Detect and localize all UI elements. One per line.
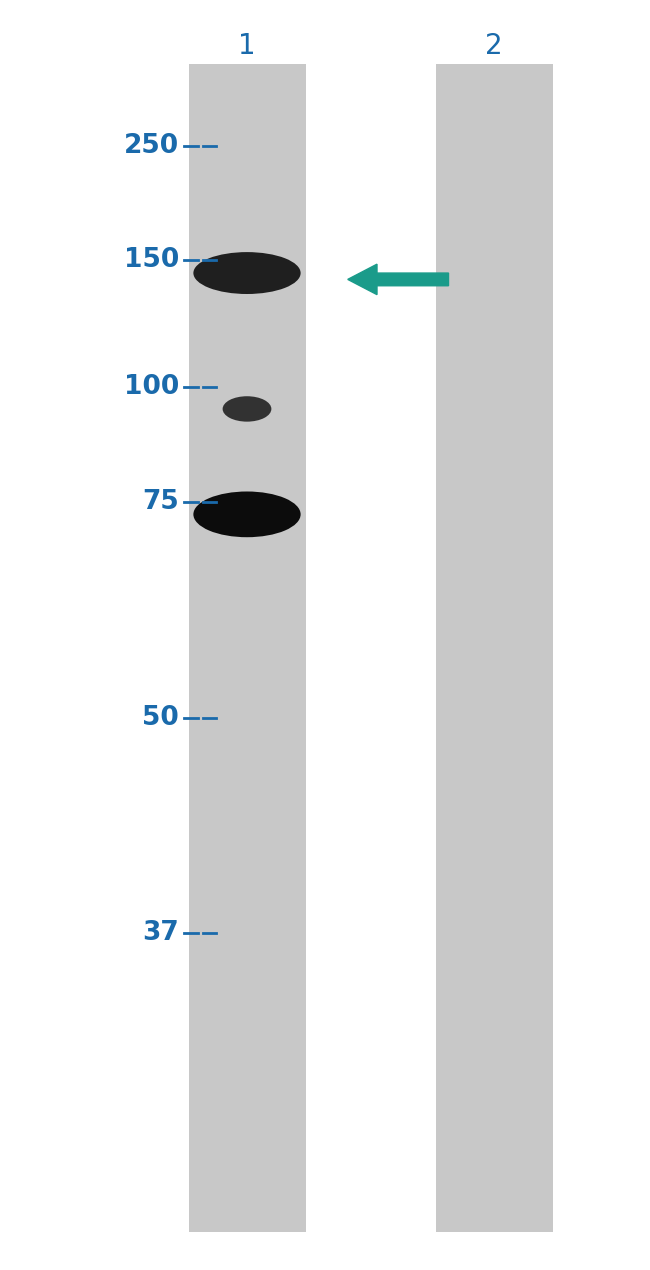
Text: 50: 50 <box>142 705 179 730</box>
Ellipse shape <box>222 396 272 422</box>
Bar <box>436 64 552 1232</box>
Text: 2: 2 <box>485 32 503 60</box>
Text: 150: 150 <box>124 248 179 273</box>
Text: 100: 100 <box>124 375 179 400</box>
Bar <box>188 64 306 1232</box>
Text: 75: 75 <box>142 489 179 514</box>
Text: 1: 1 <box>238 32 256 60</box>
FancyArrow shape <box>348 264 448 295</box>
Text: 37: 37 <box>142 921 179 946</box>
Text: 250: 250 <box>124 133 179 159</box>
Ellipse shape <box>194 491 300 537</box>
Ellipse shape <box>194 251 300 295</box>
